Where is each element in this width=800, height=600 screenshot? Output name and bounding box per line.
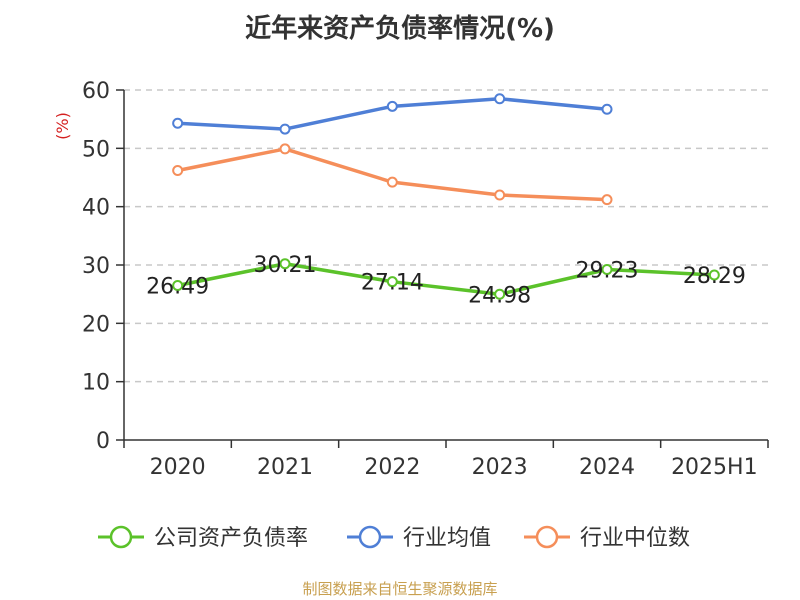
data-label: 24.98 (468, 283, 531, 308)
data-point (279, 143, 291, 155)
data-point (386, 276, 398, 288)
data-point (494, 288, 506, 300)
series-line (177, 147, 608, 202)
legend-label: 公司资产负债率 (154, 526, 308, 551)
chart-title: 近年来资产负债率情况(%) (245, 14, 555, 44)
y-tick-label: 30 (82, 254, 110, 279)
data-point (386, 176, 398, 188)
data-point (172, 165, 184, 176)
y-tick-label: 0 (96, 429, 110, 454)
data-label: 28.29 (683, 264, 746, 289)
x-tick-label: 2025H1 (671, 455, 758, 480)
data-point (494, 189, 506, 201)
legend-marker (109, 525, 133, 549)
data-point (172, 117, 184, 129)
y-tick-label: 40 (82, 196, 110, 221)
x-tick-label: 2024 (579, 455, 635, 480)
data-label: 29.23 (576, 258, 639, 283)
y-tick-label: 60 (82, 79, 110, 104)
data-point (601, 263, 613, 275)
y-tick-label: 10 (82, 371, 110, 396)
legend-marker (535, 525, 559, 549)
y-axis-label: (%) (53, 112, 72, 140)
y-tick-label: 20 (82, 312, 110, 337)
data-point (172, 279, 184, 291)
x-tick-label: 2020 (150, 455, 206, 480)
series-line (177, 262, 715, 297)
data-label: 26.49 (146, 274, 209, 299)
y-tick-label: 50 (82, 137, 110, 162)
source-footer: 制图数据来自恒生聚源数据库 (302, 580, 498, 598)
x-tick-label: 2023 (472, 455, 528, 480)
data-point (386, 100, 398, 112)
data-point (279, 123, 291, 135)
data-point (601, 194, 613, 206)
data-label: 30.21 (254, 253, 317, 278)
data-point (279, 258, 291, 270)
data-point (494, 93, 506, 105)
legend-label: 行业中位数 (580, 526, 690, 551)
data-point (601, 103, 613, 115)
x-tick-label: 2022 (364, 455, 420, 480)
legend-marker (358, 525, 382, 549)
x-tick-label: 2021 (257, 455, 313, 480)
data-label: 27.14 (361, 271, 424, 296)
legend-label: 行业均值 (403, 526, 491, 551)
data-point (708, 269, 720, 281)
